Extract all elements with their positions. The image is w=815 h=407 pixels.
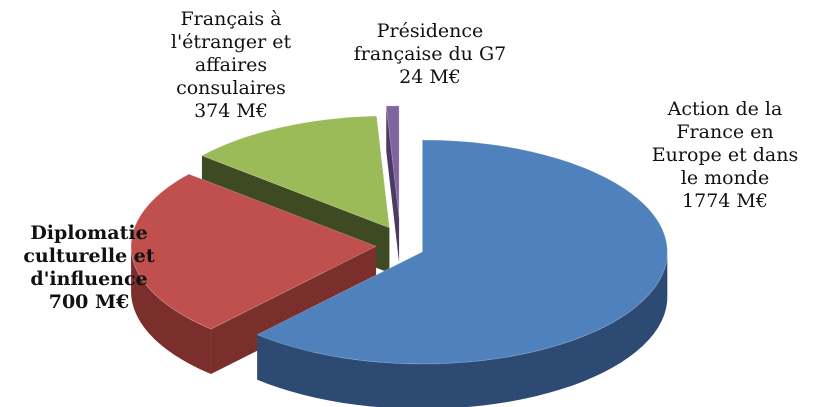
label-action-france-line-1: Action de la (667, 98, 783, 120)
slice-diplomatie-wall-1 (210, 246, 377, 375)
label-presidence-g7: Présidence française du G7 24 M€ (340, 20, 520, 89)
label-diplomatie-line-3: d'influence (30, 268, 148, 290)
slice-diplomatie-rim-1 (131, 245, 211, 375)
slice-action-france-top (256, 139, 668, 365)
label-action-france-line-2: France en (676, 121, 774, 143)
slice-presidence-g7-top (385, 105, 400, 218)
slice-francais-etranger-top (200, 115, 390, 229)
label-diplomatie-line-2: culturelle et (23, 245, 155, 267)
label-francais-etranger: Français à l'étranger et affaires consul… (156, 8, 306, 123)
label-presidence-g7-value: 24 M€ (399, 66, 461, 88)
label-diplomatie: Diplomatie culturelle et d'influence 700… (14, 222, 164, 314)
label-action-france-line-3: Europe et dans (651, 144, 799, 166)
slice-diplomatie-top (130, 173, 378, 330)
label-diplomatie-line-1: Diplomatie (30, 222, 148, 244)
label-francais-etranger-line-4: consulaires (176, 77, 286, 99)
slice-presidence-g7 (385, 105, 400, 263)
slice-presidence-g7-wall-1 (386, 105, 400, 263)
label-francais-etranger-line-1: Français à (180, 8, 282, 30)
label-action-france-line-4: le monde (680, 167, 770, 189)
label-presidence-g7-line-1: Présidence (376, 20, 484, 42)
label-francais-etranger-line-3: affaires (194, 54, 268, 76)
slice-action-france-rim-1 (257, 249, 668, 407)
label-francais-etranger-line-2: l'étranger et (170, 31, 292, 53)
label-presidence-g7-line-2: française du G7 (353, 43, 507, 65)
slice-diplomatie (130, 173, 378, 375)
pie-slices (130, 105, 668, 407)
label-action-france: Action de la France en Europe et dans le… (640, 98, 810, 213)
slice-action-france (256, 139, 668, 407)
label-diplomatie-value: 700 M€ (48, 291, 130, 313)
label-action-france-value: 1774 M€ (682, 190, 768, 212)
label-francais-etranger-value: 374 M€ (194, 100, 268, 122)
